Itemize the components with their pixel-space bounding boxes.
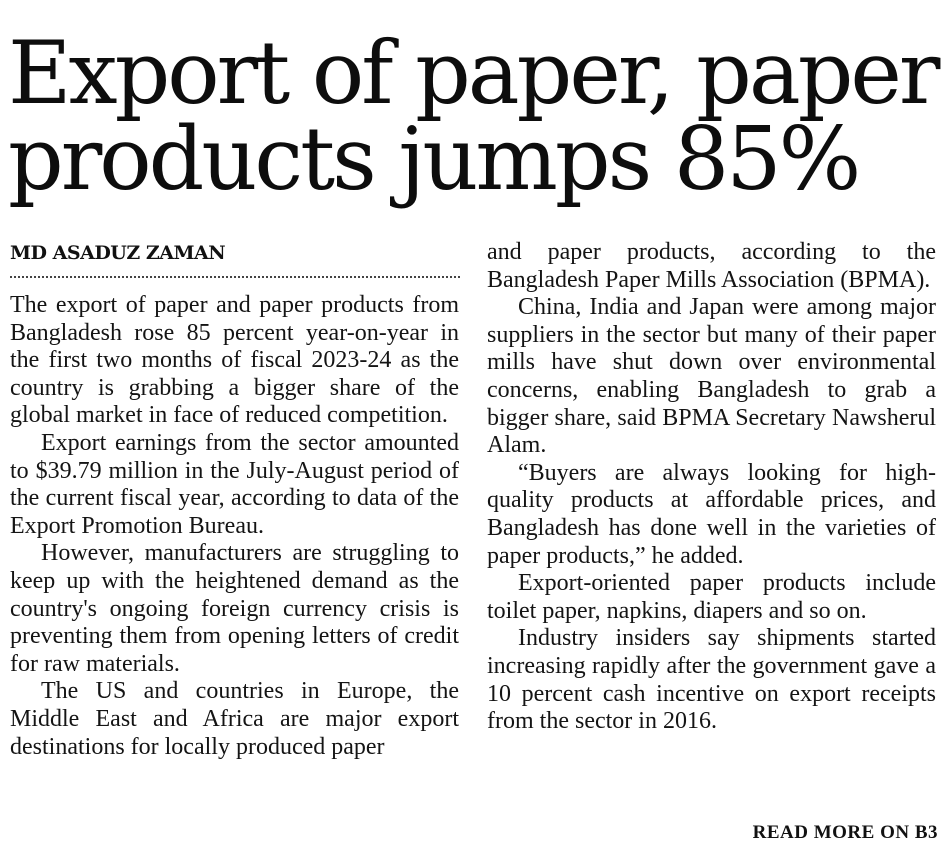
paragraph: However, manufacturers are struggling to…: [10, 540, 459, 677]
paragraph: Industry insiders say shipments started …: [487, 625, 936, 735]
paragraph: “Buyers are always looking for high-qual…: [487, 459, 936, 569]
read-more-link[interactable]: READ MORE ON B3: [752, 822, 938, 843]
byline: MD ASADUZ ZAMAN: [10, 242, 226, 264]
article-column-1: The export of paper and paper products f…: [10, 292, 459, 761]
byline-divider: [10, 276, 460, 278]
paragraph: The US and countries in Europe, the Midd…: [10, 678, 459, 760]
headline-line-2: products jumps 85%: [8, 108, 861, 210]
paragraph: The export of paper and paper products f…: [10, 292, 459, 429]
paragraph: Export earnings from the sector amounted…: [10, 429, 459, 539]
headline: Export of paper, paper products jumps 85…: [8, 22, 941, 210]
paragraph: China, India and Japan were among major …: [487, 294, 936, 459]
paragraph: and paper products, according to the Ban…: [487, 239, 936, 293]
article-column-2: and paper products, according to the Ban…: [487, 239, 936, 736]
headline-line-1: Export of paper, paper: [8, 22, 941, 124]
paragraph: Export-oriented paper products include t…: [487, 570, 936, 624]
